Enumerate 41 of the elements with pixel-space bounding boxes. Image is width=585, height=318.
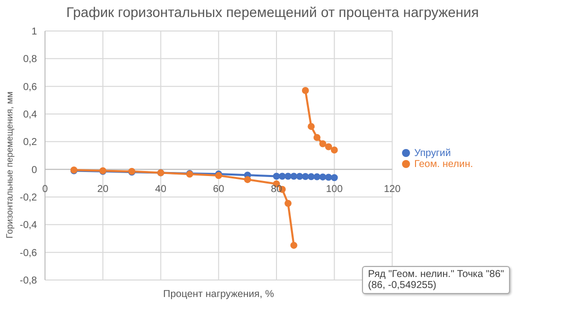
y-tick-label: 1 (31, 26, 38, 38)
chart-title: График горизонтальных перемещений от процента нагружения (65, 4, 480, 20)
point (313, 173, 320, 180)
point (330, 174, 338, 182)
y-tick-label: -0,6 (20, 248, 38, 259)
x-tick-label: 100 (326, 184, 344, 195)
point (284, 200, 292, 207)
y-tick-label: -0,8 (20, 276, 38, 287)
point (313, 134, 320, 142)
y-tick-label: -0,2 (20, 192, 38, 204)
point (284, 172, 292, 180)
point (290, 242, 298, 249)
y-tick-label: 0,6 (23, 82, 38, 93)
point (319, 140, 326, 148)
x-axis-title: Процент нагружения, % (163, 289, 274, 300)
point (308, 122, 315, 130)
y-tick-label: 0,8 (23, 54, 38, 66)
x-tick-label: 40 (155, 184, 167, 195)
point (290, 172, 298, 180)
y-axis-title: Горизонтальные перемещения, мм (4, 92, 14, 238)
point (319, 173, 326, 180)
y-tick-label: 0 (31, 164, 38, 176)
point (296, 172, 304, 180)
point (302, 86, 309, 94)
y-tick-label: -0,4 (20, 220, 38, 232)
point (330, 146, 338, 154)
point (302, 173, 309, 180)
point (244, 176, 252, 184)
legend-label: Геом. нелин. (414, 159, 473, 170)
point (308, 173, 315, 180)
y-tick-label: 0,2 (23, 137, 38, 148)
x-tick-label: 120 (384, 184, 401, 195)
point (325, 143, 332, 150)
y-tick-label: 0,4 (23, 110, 38, 121)
x-tick-label: 20 (97, 184, 109, 195)
x-tick-label: 60 (213, 184, 225, 195)
tooltip-box: Ряд "Геом. нелин." Точка "86" (86, -0,549255) (362, 266, 510, 294)
point (325, 174, 332, 181)
legend-label: Упругий (414, 148, 451, 159)
x-tick-label: 0 (42, 184, 48, 195)
point (272, 172, 280, 180)
